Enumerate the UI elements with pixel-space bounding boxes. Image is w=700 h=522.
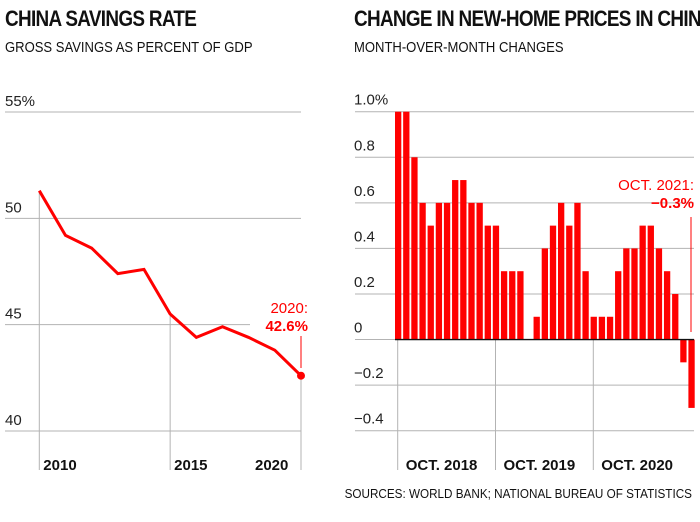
source-note: SOURCES: WORLD BANK; NATIONAL BUREAU OF … [344, 486, 692, 501]
bar-dec-2018 [411, 157, 418, 340]
y-tick-label: 1.0% [354, 92, 388, 109]
bar-sep-2020 [582, 271, 589, 340]
x-tick-label: 2010 [43, 457, 76, 474]
bar-aug-2020 [574, 202, 581, 340]
bar-mar-2020 [533, 316, 540, 340]
bar-aug-2021 [672, 293, 679, 340]
bar-sep-2019 [484, 225, 491, 340]
annotation-background [250, 295, 310, 335]
annotation-value: 42.6% [265, 318, 308, 335]
bar-nov-2019 [500, 271, 508, 340]
bar-apr-2019 [443, 202, 451, 340]
bar-jan-2019 [419, 202, 426, 340]
bar-jul-2021 [663, 271, 671, 340]
bar-jan-2021 [615, 271, 622, 340]
bar-oct-2019 [492, 225, 500, 340]
bar-jan-2020 [517, 271, 524, 340]
bar-oct-2018 [395, 111, 402, 340]
bar-feb-2021 [623, 248, 630, 340]
bar-mar-2021 [631, 248, 638, 340]
y-tick-label: −0.2 [354, 365, 384, 382]
data-point-2020 [297, 371, 305, 380]
bar-may-2020 [549, 225, 557, 340]
x-tick-label: 2015 [174, 457, 207, 474]
left-chart-title: CHINA SAVINGS RATE [5, 6, 197, 31]
x-tick-label: OCT. 2020 [601, 457, 673, 474]
savings-rate-line [38, 189, 303, 377]
y-tick-label: 0.2 [354, 274, 375, 291]
y-tick-label: 0 [354, 320, 362, 337]
bar-jul-2019 [468, 202, 475, 340]
bar-may-2019 [452, 180, 459, 340]
y-tick-label: 40 [5, 412, 22, 429]
bar-jun-2020 [558, 202, 565, 340]
y-tick-label: 45 [5, 306, 22, 323]
bar-jul-2020 [566, 225, 573, 340]
left-chart-subtitle: GROSS SAVINGS AS PERCENT OF GDP [5, 40, 253, 56]
y-tick-label: 50 [5, 199, 22, 216]
bar-nov-2018 [403, 111, 410, 340]
annotation-label: 2020: [270, 300, 308, 317]
right-chart-subtitle: MONTH-OVER-MONTH CHANGES [354, 40, 564, 56]
x-tick-label: OCT. 2018 [406, 457, 478, 474]
bar-oct-2021 [688, 339, 695, 408]
bar-apr-2021 [639, 225, 646, 340]
y-tick-label: 0.6 [354, 183, 375, 200]
bar-dec-2019 [509, 271, 516, 340]
x-tick-label: 2020 [255, 457, 288, 474]
y-tick-label: −0.4 [354, 411, 384, 428]
y-tick-label: 0.4 [354, 228, 375, 245]
bar-jun-2019 [460, 180, 467, 340]
bar-nov-2020 [598, 316, 606, 340]
annotation-label: OCT. 2021: [618, 177, 694, 194]
y-tick-label: 0.8 [354, 137, 375, 154]
x-tick-label: OCT. 2019 [504, 457, 576, 474]
bar-oct-2020 [590, 316, 597, 340]
bar-aug-2019 [476, 202, 483, 340]
bar-sep-2021 [680, 339, 687, 363]
right-chart-title: CHANGE IN NEW-HOME PRICES IN CHINA [354, 6, 700, 31]
y-tick-label: 55% [5, 93, 35, 110]
bar-apr-2020 [541, 248, 548, 340]
annotation-value: −0.3% [651, 195, 694, 212]
bar-jun-2021 [655, 248, 663, 340]
bar-dec-2020 [606, 316, 614, 340]
bar-mar-2019 [435, 202, 443, 340]
bar-feb-2019 [427, 225, 434, 340]
bar-may-2021 [647, 225, 654, 340]
